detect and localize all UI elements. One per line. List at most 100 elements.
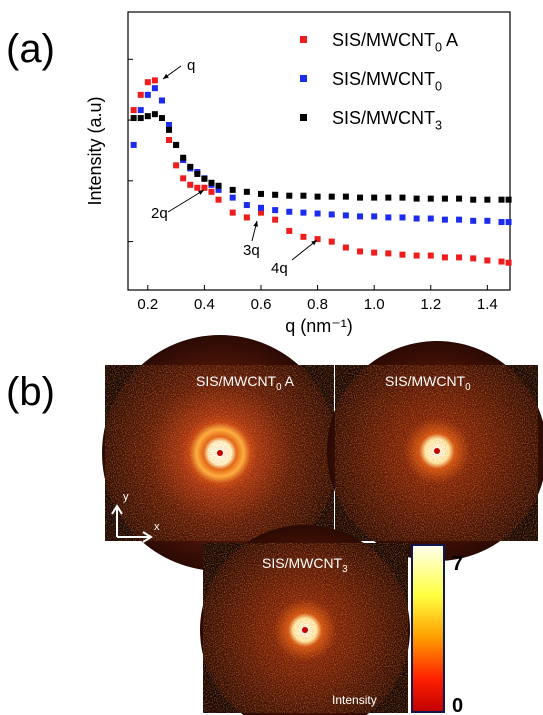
marker (137, 107, 144, 114)
colorbar-max: 7 (452, 553, 463, 575)
marker (187, 163, 194, 170)
marker (413, 215, 420, 222)
marker (208, 188, 215, 195)
annotation: 4q (271, 260, 288, 277)
arrow-head (163, 73, 169, 79)
annotation-arrow (167, 189, 205, 213)
marker (130, 115, 137, 122)
marker (505, 259, 512, 266)
marker (371, 249, 378, 256)
marker (357, 248, 364, 255)
marker (229, 194, 236, 201)
legend-label: SIS/MWCNT3 (332, 108, 442, 132)
panel-label: (b) (6, 370, 55, 414)
marker (385, 194, 392, 201)
marker (399, 194, 406, 201)
marker (144, 113, 151, 120)
legend-swatch (300, 36, 307, 43)
arrow-head (253, 221, 258, 227)
marker (357, 194, 364, 201)
marker (286, 192, 293, 199)
marker (385, 214, 392, 221)
arrow-head (311, 240, 317, 246)
marker (342, 193, 349, 200)
marker (441, 195, 448, 202)
x-tick-label: 0.2 (137, 296, 158, 313)
marker (357, 213, 364, 220)
axis-label: x (154, 521, 160, 533)
marker (441, 254, 448, 261)
marker (137, 115, 144, 122)
marker (484, 257, 491, 264)
marker (272, 191, 279, 198)
marker (257, 209, 264, 216)
image-title: SIS/MWCNT3 (262, 555, 348, 575)
plot: 0.2 0.4 0.6 0.8 1.0 1.2 1.4 q (nm⁻¹) Intensity (… (85, 11, 512, 336)
marker (180, 175, 187, 182)
legend-swatch (300, 114, 307, 121)
marker (144, 79, 151, 86)
marker (505, 219, 512, 226)
marker (300, 233, 307, 240)
x-tick-label: 0.4 (194, 296, 215, 313)
x-tick-label: 1.2 (420, 296, 441, 313)
marker (505, 196, 512, 203)
marker (427, 252, 434, 259)
marker (314, 236, 321, 243)
marker (272, 216, 279, 223)
marker (257, 190, 264, 197)
marker (342, 212, 349, 219)
marker (208, 179, 215, 186)
x-tick-label: 0.6 (251, 296, 272, 313)
marker (413, 252, 420, 259)
marker (180, 154, 187, 161)
marker (413, 195, 420, 202)
marker (286, 227, 293, 234)
annotation: q (187, 57, 195, 74)
marker (484, 217, 491, 224)
axis-label: y (123, 491, 129, 503)
panel-label: (a) (6, 27, 55, 71)
marker (300, 209, 307, 216)
annotation: 3q (243, 242, 260, 259)
marker (371, 194, 378, 201)
marker (342, 244, 349, 251)
beam-stop (302, 627, 308, 633)
marker (201, 184, 208, 191)
legend-label: SIS/MWCNT0 A (332, 30, 458, 54)
marker (385, 250, 392, 257)
marker (399, 251, 406, 258)
annotation: 2q (151, 205, 168, 222)
marker (286, 208, 293, 215)
marker (215, 186, 222, 193)
marker (243, 188, 250, 195)
colorbar (411, 544, 445, 713)
marker (272, 207, 279, 214)
marker (229, 209, 236, 216)
x-axis-label: q (nm⁻¹) (285, 316, 353, 336)
marker (328, 211, 335, 218)
marker (173, 141, 180, 148)
marker (243, 214, 250, 221)
marker (314, 193, 321, 200)
marker (194, 184, 201, 191)
marker (470, 196, 477, 203)
marker (456, 216, 463, 223)
marker (498, 196, 505, 203)
marker (130, 107, 137, 114)
marker (314, 210, 321, 217)
marker (456, 254, 463, 261)
colorbar-min: 0 (452, 695, 463, 715)
images: y x SIS/MWCNT0 A SIS/MWCNT0 SIS/MWCNT3 I… (102, 335, 543, 715)
marker (130, 141, 137, 148)
marker (300, 192, 307, 199)
x-tick-label: 1.0 (364, 296, 385, 313)
marker (328, 193, 335, 200)
marker (151, 111, 158, 118)
x-tick-label: 1.4 (477, 296, 498, 313)
marker (194, 170, 201, 177)
image-title: SIS/MWCNT0 (385, 373, 471, 393)
marker (151, 85, 158, 92)
marker (427, 195, 434, 202)
